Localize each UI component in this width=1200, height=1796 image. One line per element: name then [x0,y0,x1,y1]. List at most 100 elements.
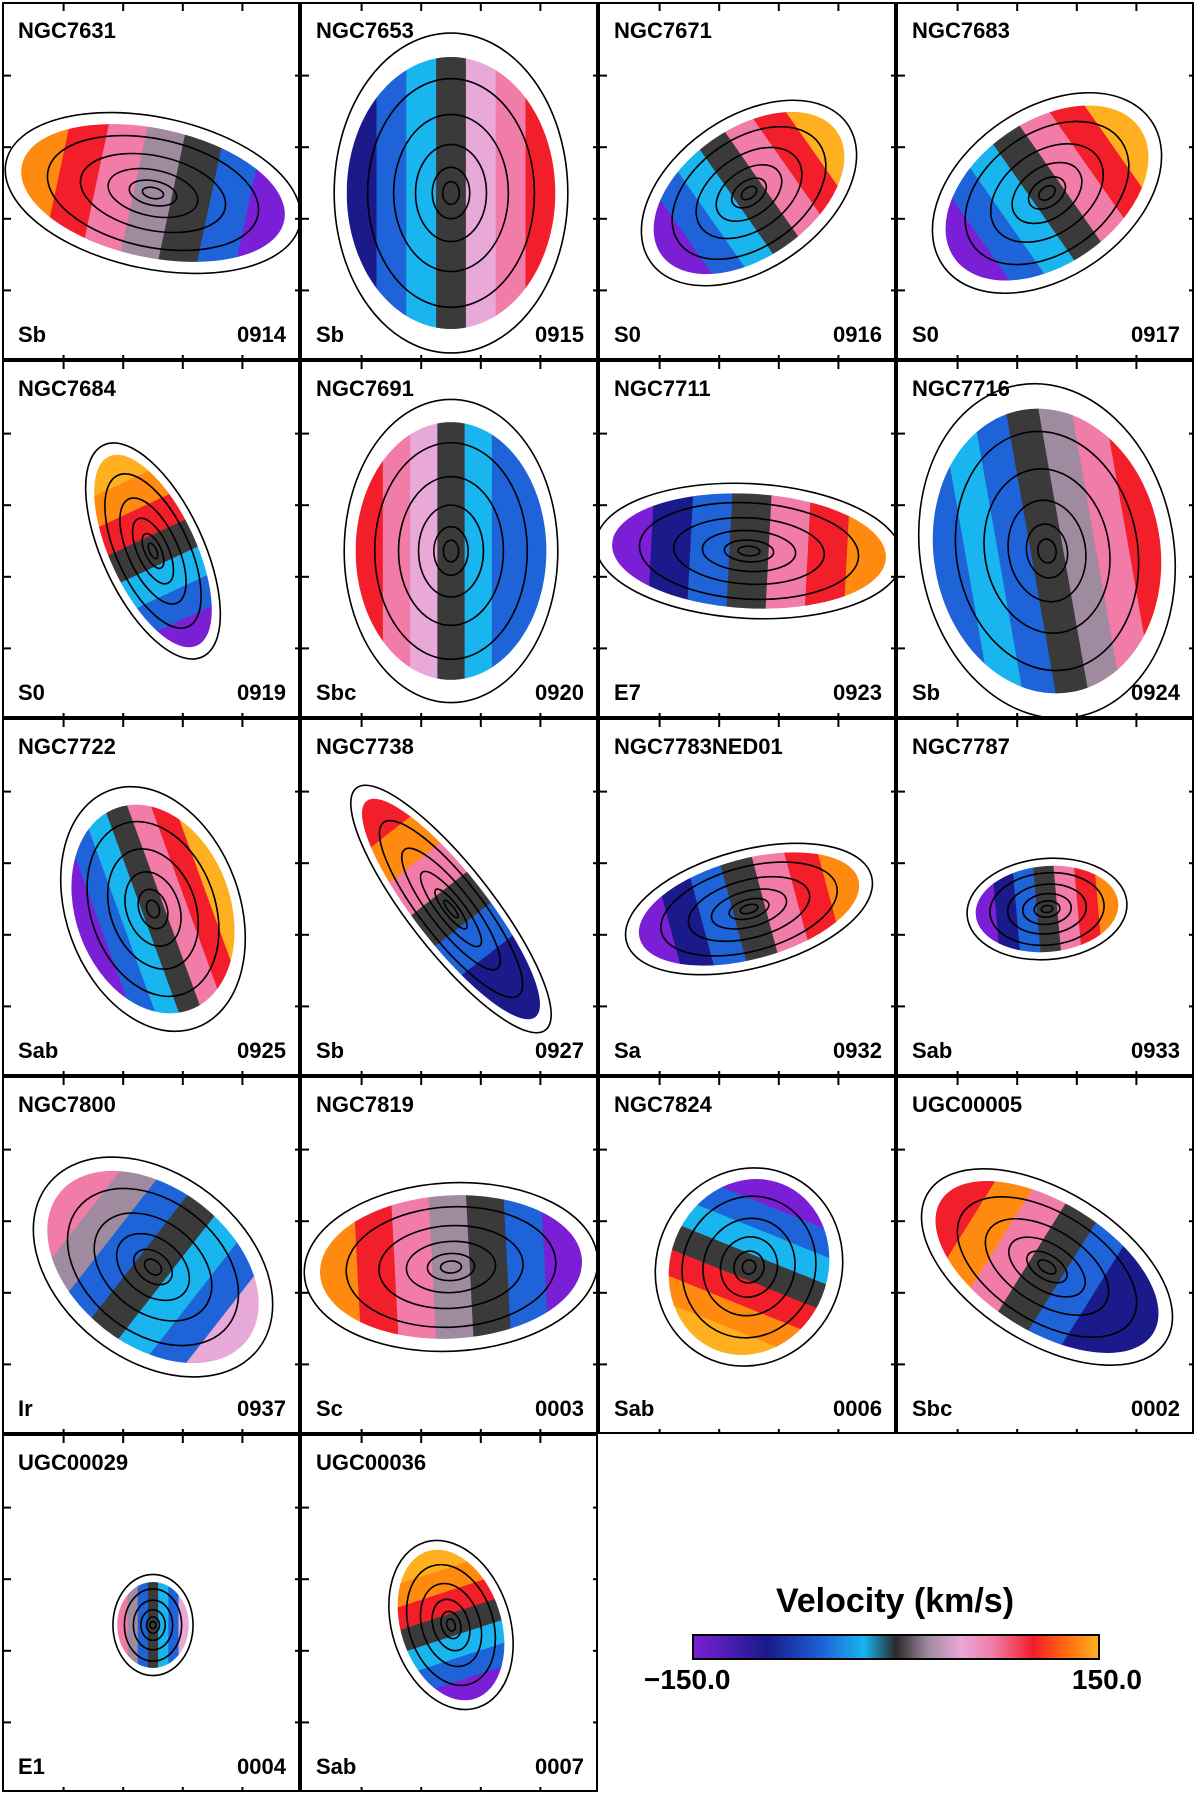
isophote-contour [983,468,1111,634]
velocity-field [43,781,263,1037]
morphology-type: Sc [316,1396,343,1421]
velocity-band [464,422,493,680]
isophote-contour [441,180,461,206]
velocity-band [115,1212,245,1365]
velocity-band [120,122,187,265]
morphology-type: Sbc [912,1396,953,1421]
morphology-type: Ir [18,1396,33,1421]
isophote-contour [373,441,529,661]
velocity-map [4,1078,298,1432]
galaxy-panel: NGC7738 Sb 0927 [300,718,598,1076]
velocity-band [137,1582,149,1668]
velocity-field [346,56,556,330]
velocity-map [302,1078,596,1432]
velocity-band [83,807,182,1026]
velocity-band [353,1194,400,1346]
velocity-band [686,1175,851,1263]
velocity-field [913,69,1181,317]
isophote-contour [66,1187,240,1347]
isophote-contour [624,842,874,976]
isophote-contour [964,120,1130,266]
velocity-band [116,544,215,613]
panel-id: 0003 [535,1396,584,1421]
galaxy-name: NGC7738 [316,734,414,759]
velocity-band [941,414,1026,711]
isophote-contour [378,1224,524,1310]
velocity-band [781,835,843,949]
galaxy-name: NGC7716 [912,376,1010,401]
velocity-band [726,488,773,614]
galaxy-panel: NGC7684 S0 0919 [2,360,300,718]
velocity-band [104,517,203,586]
isophote-contour [431,166,471,220]
isophote-contour [440,1610,462,1640]
panel-id: 0004 [237,1754,286,1779]
isophote-contour [672,516,826,586]
velocity-map [600,1078,894,1432]
velocity-band [402,1618,514,1675]
velocity-band [158,1582,170,1668]
isophote-contour [333,32,569,354]
isophote-contour [137,888,169,930]
isophote-contour [715,164,783,222]
panel-id: 0915 [535,322,584,347]
velocity-band [147,1582,160,1668]
isophote-contour [687,875,811,943]
velocity-map [4,4,298,358]
panel-id: 0006 [833,1396,882,1421]
isophote-contour [1040,904,1054,914]
galaxy-panel: NGC7787 Sab 0933 [896,718,1194,1076]
velocity-band [436,56,467,330]
isophote-contour [84,442,222,660]
isophote-contour [46,134,260,252]
velocity-band [503,1188,550,1340]
galaxy-name: NGC7631 [18,18,116,43]
velocity-band [1012,863,1042,959]
velocity-band [765,490,812,616]
velocity-map [302,4,596,358]
velocity-band [937,158,1052,302]
galaxy-name: NGC7819 [316,1092,414,1117]
galaxy-panel: NGC7824 Sab 0006 [598,1076,896,1434]
velocity-map [4,362,298,716]
colorbar-max-label: 150.0 [1071,1664,1142,1695]
velocity-field [355,422,547,680]
isophote-contour [397,475,505,627]
velocity-map [4,720,298,1074]
morphology-type: Sb [316,1038,345,1063]
isophote-contour [140,1608,166,1642]
isophote-contour [701,529,797,573]
isophote-contour [730,177,768,209]
galaxy-name: NGC7683 [912,18,1010,43]
isophote-contour [1021,892,1073,926]
isophote-contour [417,504,485,598]
velocity-band [194,138,262,281]
velocity-band [525,56,556,330]
isophote-contour [123,1588,183,1662]
velocity-band [428,1190,475,1344]
isophote-contour [59,785,247,1033]
isophote-contour [303,1181,596,1353]
galaxy-panel: NGC7671 S0 0916 [598,2,896,360]
isophote-contour [115,1232,191,1302]
isophote-contour [681,1195,817,1339]
velocity-band [1073,859,1103,954]
velocity-band [687,486,734,612]
isophote-contour [989,871,1105,947]
galaxy-name: NGC7783NED01 [614,734,783,759]
velocity-band [437,422,466,680]
isophote-contour [1027,176,1067,210]
isophote-contour [1007,499,1087,603]
panel-id: 0002 [1131,1396,1180,1421]
velocity-band [61,1170,192,1323]
velocity-map [302,362,596,716]
morphology-type: S0 [912,322,939,347]
isophote-contour [132,1599,174,1651]
panel-id: 0933 [1131,1038,1180,1063]
velocity-band [804,492,851,616]
isophote-contour [695,146,803,240]
velocity-band [1056,1237,1160,1373]
isophote-contour [671,125,827,261]
velocity-band [355,422,384,680]
isophote-contour [431,1598,471,1652]
